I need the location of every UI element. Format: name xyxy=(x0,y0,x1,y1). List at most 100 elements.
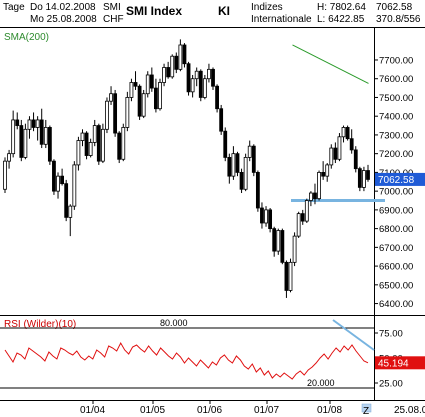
candle-body-up xyxy=(145,74,150,95)
instrument-name: SMI Index xyxy=(126,4,183,18)
candle xyxy=(292,232,297,267)
candle-body-up xyxy=(43,127,48,145)
candle xyxy=(137,84,142,120)
x-tick-label: 25.08.08 xyxy=(394,405,425,416)
price-tick-label: 6700.00 xyxy=(379,243,413,254)
rsi-value-tag: 45.194 xyxy=(375,356,425,370)
price-tick-label: 7300.00 xyxy=(379,130,413,141)
candle-body-down xyxy=(60,175,65,185)
price-tick-label: 6900.00 xyxy=(379,205,413,216)
candle xyxy=(321,161,326,180)
rsi-level-20-label: 20.000 xyxy=(307,378,335,388)
candle-body-down xyxy=(186,63,191,93)
candle xyxy=(357,166,362,192)
x-tick-label: 01/07 xyxy=(254,405,279,416)
rsi-label: RSI (Wilder)(10) xyxy=(4,319,76,330)
candle-body-down xyxy=(366,170,370,180)
candle xyxy=(84,131,89,160)
candle xyxy=(23,123,28,160)
candle xyxy=(92,119,97,147)
rsi-level-80-label: 80.000 xyxy=(160,318,188,328)
candle xyxy=(72,161,77,210)
candle-body-down xyxy=(223,130,228,158)
candle xyxy=(251,144,256,177)
candle xyxy=(133,71,138,90)
candle-body-down xyxy=(47,127,52,162)
candle-body-up xyxy=(162,67,166,83)
candle-body-up xyxy=(292,235,297,263)
candle xyxy=(227,153,232,184)
x-axis: 01/04 01/05 01/06 01/07 01/08 25.08.08 xyxy=(80,400,425,416)
candle xyxy=(202,74,207,100)
date-from: Do 14.02.2008 xyxy=(30,2,96,13)
candle xyxy=(353,146,358,173)
rsi-tag-bg xyxy=(375,356,425,370)
candle-body-down xyxy=(52,160,56,192)
candle xyxy=(194,67,199,87)
candle-body-up xyxy=(125,97,130,128)
candle-body-up xyxy=(329,147,334,166)
candle-body-down xyxy=(19,125,24,158)
candle-body-down xyxy=(174,55,179,70)
candle-body-up xyxy=(92,125,97,143)
candle-body-up xyxy=(231,153,236,177)
candle xyxy=(149,67,154,92)
candle xyxy=(35,116,40,141)
price-tick-label: 7500.00 xyxy=(379,93,413,104)
candle xyxy=(31,112,36,132)
candle xyxy=(158,78,162,111)
candle xyxy=(105,97,109,134)
candle xyxy=(145,71,150,98)
candle xyxy=(219,104,224,135)
candle-body-up xyxy=(3,160,7,190)
candle-body-down xyxy=(96,125,101,162)
price-tick-label: 7000.00 xyxy=(379,187,413,198)
candle-body-up xyxy=(158,82,162,110)
candle xyxy=(11,110,16,158)
candle xyxy=(317,170,321,201)
candle-body-up xyxy=(341,127,346,138)
candle xyxy=(64,179,69,222)
candle-body-down xyxy=(280,230,285,263)
candles xyxy=(3,39,370,298)
candle xyxy=(52,159,56,195)
candle-body-up xyxy=(288,261,293,291)
candle xyxy=(313,183,317,205)
candle xyxy=(109,86,113,105)
x-tick-label: 01/06 xyxy=(197,405,222,416)
ki-label: KI xyxy=(218,4,230,18)
candle-body-down xyxy=(84,132,89,156)
candle xyxy=(56,172,60,199)
candle xyxy=(235,151,240,177)
candle-body-down xyxy=(137,85,142,117)
candle-body-up xyxy=(7,153,11,162)
candle xyxy=(182,43,187,68)
candle xyxy=(129,78,134,102)
scroll-indicator-icon[interactable] xyxy=(361,403,372,413)
price-tag-bg xyxy=(375,172,425,186)
candle-body-down xyxy=(15,119,20,126)
candle xyxy=(76,136,81,171)
candle-body-down xyxy=(211,68,215,87)
candle-body-up xyxy=(194,70,199,80)
price-tick-label: 7600.00 xyxy=(379,74,413,85)
candle xyxy=(125,91,130,132)
price-tick-label: 6800.00 xyxy=(379,224,413,235)
candle-body-down xyxy=(149,74,154,89)
candle-body-up xyxy=(23,128,28,158)
candle xyxy=(280,228,285,265)
candle-body-down xyxy=(272,228,277,252)
candle xyxy=(308,191,313,207)
z-label: Z xyxy=(363,406,369,417)
candle-body-up xyxy=(68,205,73,218)
candle-body-down xyxy=(353,149,358,170)
candle xyxy=(3,157,7,194)
candle-body-up xyxy=(304,200,309,222)
candle xyxy=(27,116,32,139)
candle xyxy=(80,129,85,147)
candle xyxy=(207,63,211,83)
candle-body-down xyxy=(215,85,219,110)
candle xyxy=(211,67,215,90)
candle xyxy=(231,146,236,180)
candle xyxy=(239,168,244,194)
